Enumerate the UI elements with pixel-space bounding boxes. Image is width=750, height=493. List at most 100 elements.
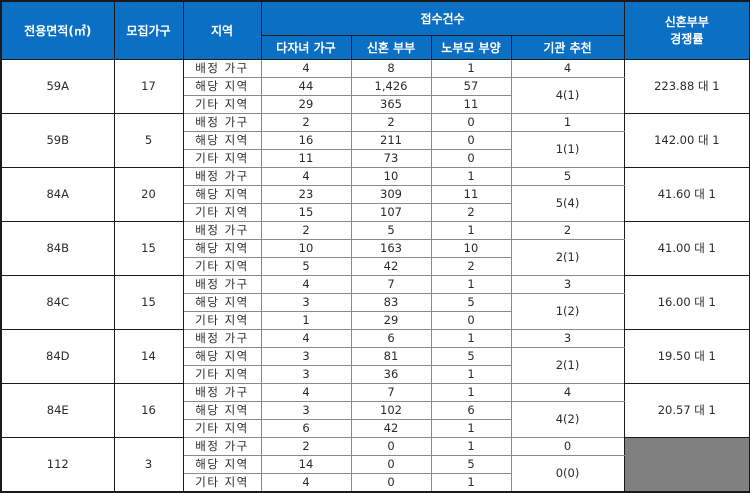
multi-child-cell: 5 bbox=[260, 256, 352, 276]
region-cell: 배정 가구 bbox=[182, 166, 262, 186]
elderly-cell: 5 bbox=[430, 292, 512, 312]
elderly-cell: 5 bbox=[430, 346, 512, 366]
region-cell: 기타 지역 bbox=[182, 364, 262, 384]
multi-child-cell: 4 bbox=[260, 382, 352, 402]
region-cell: 배정 가구 bbox=[182, 58, 262, 78]
newlywed-cell: 309 bbox=[350, 184, 432, 204]
elderly-cell: 1 bbox=[430, 274, 512, 294]
multi-child-cell: 3 bbox=[260, 400, 352, 420]
institution-bottom-cell: 0(0) bbox=[510, 454, 625, 492]
region-cell: 기타 지역 bbox=[182, 418, 262, 438]
institution-bottom-cell: 2(1) bbox=[510, 238, 625, 276]
institution-bottom-cell: 1(1) bbox=[510, 130, 625, 168]
institution-top-cell: 4 bbox=[510, 382, 625, 402]
table-row: 기타 지역 3 36 1 bbox=[1, 364, 750, 384]
newlywed-cell: 163 bbox=[350, 238, 432, 258]
elderly-cell: 5 bbox=[430, 454, 512, 474]
table-row: 해당 지역 44 1,426 57 4(1) bbox=[1, 76, 750, 114]
newlywed-cell: 0 bbox=[350, 436, 432, 456]
table-row: 84B 15 배정 가구 2 5 1 2 41.00 대 1 bbox=[0, 220, 750, 276]
multi-child-cell: 11 bbox=[260, 148, 352, 168]
newlywed-cell: 10 bbox=[350, 166, 432, 186]
ratio-cell bbox=[623, 436, 750, 492]
header-ratio: 신혼부부 경쟁률 bbox=[623, 0, 750, 60]
institution-top-cell: 0 bbox=[510, 436, 625, 456]
institution-bottom-cell: 1(2) bbox=[510, 292, 625, 330]
region-cell: 해당 지역 bbox=[182, 346, 262, 366]
multi-child-cell: 10 bbox=[260, 238, 352, 258]
newlywed-cell: 81 bbox=[350, 346, 432, 366]
multi-child-cell: 4 bbox=[260, 58, 352, 78]
institution-top-cell: 4 bbox=[510, 58, 625, 78]
ratio-cell: 20.57 대 1 bbox=[623, 382, 750, 438]
region-cell: 해당 지역 bbox=[182, 292, 262, 312]
area-cell: 112 bbox=[0, 436, 115, 492]
region-cell: 기타 지역 bbox=[182, 94, 262, 114]
households-cell: 14 bbox=[113, 328, 184, 384]
area-cell: 84E bbox=[0, 382, 115, 438]
multi-child-cell: 3 bbox=[260, 346, 352, 366]
multi-child-cell: 29 bbox=[260, 94, 352, 114]
region-cell: 배정 가구 bbox=[182, 112, 262, 132]
table-row: 84D 14 배정 가구 4 6 1 3 19.50 대 1 bbox=[0, 328, 750, 384]
elderly-cell: 11 bbox=[430, 184, 512, 204]
elderly-cell: 0 bbox=[430, 130, 512, 150]
elderly-cell: 1 bbox=[430, 166, 512, 186]
newlywed-cell: 29 bbox=[350, 310, 432, 330]
multi-child-cell: 4 bbox=[260, 328, 352, 348]
region-cell: 기타 지역 bbox=[182, 256, 262, 276]
table-row: 기타 지역 5 42 2 bbox=[1, 256, 750, 276]
newlywed-cell: 42 bbox=[350, 256, 432, 276]
region-cell: 해당 지역 bbox=[182, 454, 262, 474]
households-cell: 15 bbox=[113, 220, 184, 276]
region-cell: 해당 지역 bbox=[182, 76, 262, 96]
table-row: 59B 5 배정 가구 2 2 0 1 142.00 대 1 bbox=[0, 112, 750, 168]
elderly-cell: 0 bbox=[430, 148, 512, 168]
households-cell: 3 bbox=[113, 436, 184, 492]
table-row: 해당 지역 14 0 5 0(0) bbox=[1, 454, 750, 492]
elderly-cell: 1 bbox=[430, 364, 512, 384]
institution-top-cell: 1 bbox=[510, 112, 625, 132]
elderly-cell: 1 bbox=[430, 382, 512, 402]
header-area: 전용면적(㎡) bbox=[0, 0, 115, 60]
elderly-cell: 1 bbox=[430, 58, 512, 78]
elderly-cell: 10 bbox=[430, 238, 512, 258]
area-cell: 84A bbox=[0, 166, 115, 222]
newlywed-cell: 83 bbox=[350, 292, 432, 312]
newlywed-cell: 107 bbox=[350, 202, 432, 222]
ratio-cell: 41.00 대 1 bbox=[623, 220, 750, 276]
region-cell: 기타 지역 bbox=[182, 472, 262, 492]
table-body: 59A 17 배정 가구 4 8 1 4 223.88 대 1 해당 지역 44 1,426 57 4(… bbox=[0, 58, 750, 492]
newlywed-cell: 73 bbox=[350, 148, 432, 168]
newlywed-cell: 102 bbox=[350, 400, 432, 420]
elderly-cell: 0 bbox=[430, 310, 512, 330]
region-cell: 기타 지역 bbox=[182, 202, 262, 222]
header-region: 지역 bbox=[182, 0, 262, 60]
households-cell: 15 bbox=[113, 274, 184, 330]
multi-child-cell: 14 bbox=[260, 454, 352, 474]
institution-top-cell: 2 bbox=[510, 220, 625, 240]
households-cell: 20 bbox=[113, 166, 184, 222]
table-row: 기타 지역 15 107 2 bbox=[1, 202, 750, 222]
ratio-cell: 19.50 대 1 bbox=[623, 328, 750, 384]
multi-child-cell: 2 bbox=[260, 220, 352, 240]
region-cell: 해당 지역 bbox=[182, 184, 262, 204]
households-cell: 5 bbox=[113, 112, 184, 168]
header-ratio-line2: 경쟁률 bbox=[670, 32, 704, 47]
area-cell: 84B bbox=[0, 220, 115, 276]
multi-child-cell: 4 bbox=[260, 274, 352, 294]
institution-bottom-cell: 4(1) bbox=[510, 76, 625, 114]
table-row: 기타 지역 4 0 1 bbox=[1, 472, 750, 492]
table-row: 84A 20 배정 가구 4 10 1 5 41.60 대 1 bbox=[0, 166, 750, 222]
newlywed-cell: 0 bbox=[350, 454, 432, 474]
table-row: 기타 지역 6 42 1 bbox=[1, 418, 750, 438]
header-ratio-line1: 신혼부부 bbox=[664, 15, 709, 30]
table-row: 기타 지역 11 73 0 bbox=[1, 148, 750, 168]
newlywed-cell: 2 bbox=[350, 112, 432, 132]
table-row: 59A 17 배정 가구 4 8 1 4 223.88 대 1 bbox=[0, 58, 750, 114]
region-cell: 배정 가구 bbox=[182, 328, 262, 348]
institution-bottom-cell: 4(2) bbox=[510, 400, 625, 438]
institution-bottom-cell: 2(1) bbox=[510, 346, 625, 384]
header-institution: 기관 추천 bbox=[510, 34, 625, 60]
